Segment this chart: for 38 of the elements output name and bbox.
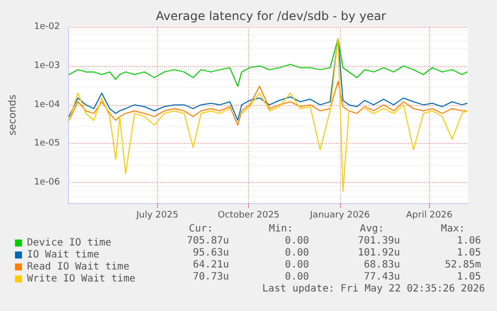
text: 701.39u <box>358 236 400 246</box>
text: 0.00 <box>284 260 310 270</box>
line-series <box>68 80 468 126</box>
legend-label: IO Wait time <box>27 250 100 260</box>
text: 64.21u <box>192 260 229 270</box>
y-tick-label: 1e-02 <box>34 22 60 32</box>
y-tick-label: 1e-04 <box>34 100 60 110</box>
text: Min: <box>268 224 294 234</box>
text: 0.00 <box>284 272 310 282</box>
y-tick-label: 1e-06 <box>34 178 60 188</box>
legend-label: Write IO Wait time <box>27 274 136 284</box>
legend-label: Device IO time <box>27 238 112 248</box>
text: 1.05 <box>456 272 482 282</box>
chart-title: Average latency for /dev/sdb - by year <box>156 9 386 23</box>
x-tick-label: April 2026 <box>406 210 453 220</box>
text: Last update: Fri May 22 02:35:26 2026 <box>262 284 486 294</box>
x-tick-label: July 2025 <box>135 210 178 220</box>
x-tick-label: October 2025 <box>218 210 280 220</box>
text: Cur: <box>188 224 214 234</box>
text: 705.87u <box>186 236 230 246</box>
text: 70.73u <box>192 272 229 282</box>
text: 0.00 <box>284 248 310 258</box>
text: 77.43u <box>364 272 400 282</box>
text: 0.00 <box>284 236 310 246</box>
text: 1.06 <box>456 236 482 246</box>
text: 1.05 <box>456 248 482 258</box>
text: 95.63u <box>192 248 229 258</box>
x-tick-label: January 2026 <box>309 210 370 220</box>
text: Avg: <box>360 224 384 234</box>
y-tick-label: 1e-03 <box>34 60 60 71</box>
text: 52.85m <box>444 260 481 270</box>
text: 101.92u <box>358 248 400 258</box>
line-series <box>68 38 468 87</box>
legend-label: Read IO Wait time <box>27 262 130 272</box>
text: 68.83u <box>364 260 400 270</box>
y-axis-title: seconds <box>8 94 18 136</box>
y-tick-label: 1e-05 <box>34 138 60 149</box>
text: Max: <box>440 224 466 234</box>
